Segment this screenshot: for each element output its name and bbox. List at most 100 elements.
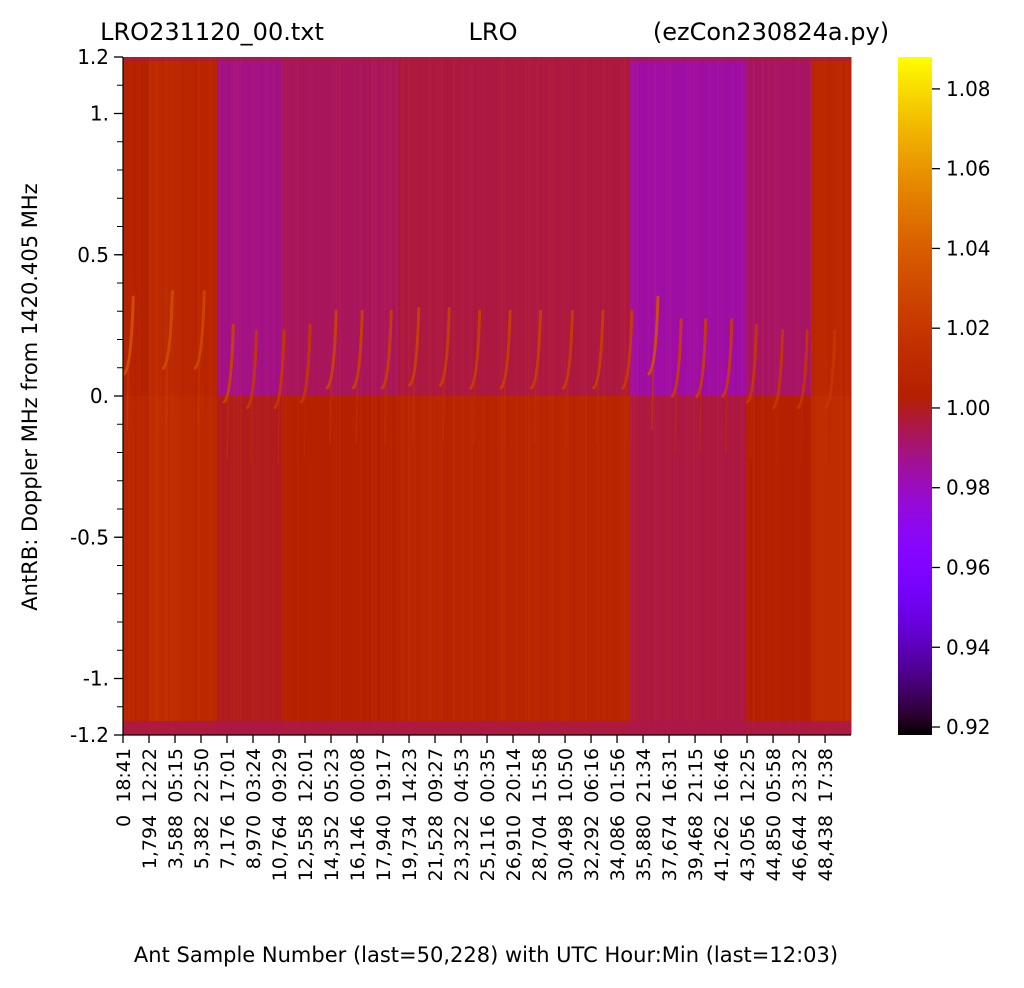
texture-stripe	[369, 57, 371, 735]
hi-line-arc	[647, 295, 660, 376]
texture-stripe	[471, 57, 473, 735]
x-tick-utc: 20:14	[503, 748, 525, 803]
x-tick-sample: 16,146	[347, 815, 369, 881]
texture-stripe	[747, 57, 749, 735]
texture-stripe	[306, 57, 308, 735]
texture-stripe	[558, 57, 560, 735]
x-tick-label: 43,056 12:25	[737, 748, 759, 881]
x-tick-gap	[139, 803, 161, 815]
x-tick-gap	[737, 803, 759, 815]
x-tick-utc: 12:25	[737, 748, 759, 803]
hi-line-arc	[621, 309, 634, 390]
hi-line-arc	[592, 309, 605, 390]
hi-line-tail	[725, 390, 728, 453]
hi-line-tail	[303, 395, 306, 459]
x-tick-gap	[633, 803, 655, 815]
texture-stripe	[594, 57, 596, 735]
texture-stripe	[144, 57, 146, 735]
x-tick-label: 25,116 00:35	[477, 748, 499, 881]
texture-stripe	[570, 57, 572, 735]
heatmap-segment-lower	[179, 396, 218, 735]
texture-stripe	[735, 57, 737, 735]
texture-stripe	[633, 57, 635, 735]
texture-stripe	[687, 57, 689, 735]
texture-stripe	[342, 57, 344, 735]
x-tick-label: 5,382 22:50	[191, 748, 213, 869]
x-tick-utc: 05:58	[763, 748, 785, 803]
hi-line-tail	[226, 395, 230, 459]
texture-stripe	[348, 57, 350, 735]
texture-stripe	[129, 57, 131, 735]
hi-line-tail	[277, 401, 280, 464]
texture-stripe	[795, 57, 797, 735]
x-tick-gap	[295, 803, 317, 815]
texture-stripe	[462, 57, 464, 735]
x-tick-sample: 23,322	[451, 815, 473, 881]
x-tick-sample: 44,850	[763, 815, 785, 881]
heatmap-segment-upper	[217, 57, 283, 396]
texture-stripe	[681, 57, 683, 735]
x-tick-gap	[113, 803, 135, 815]
texture-stripe	[591, 57, 593, 735]
texture-stripe	[669, 57, 671, 735]
x-tick-sample: 12,558	[295, 815, 317, 881]
x-tick-gap	[269, 803, 291, 815]
colorbar-ticks: 1.08 1.06 1.04 1.02 1.00 0.98 0.96 0.94 0.92	[932, 77, 991, 739]
hi-line-tail	[749, 395, 753, 459]
texture-stripe	[759, 57, 761, 735]
texture-stripe	[540, 57, 542, 735]
texture-stripe	[363, 57, 365, 735]
texture-stripe	[468, 57, 470, 735]
x-tick-sample: 7,176	[217, 815, 239, 869]
hi-line-arc	[695, 318, 708, 398]
heatmap-edge-bands	[123, 57, 851, 735]
texture-stripe	[300, 57, 302, 735]
texture-stripe	[219, 57, 221, 735]
texture-stripe	[630, 57, 632, 735]
texture-stripe	[744, 57, 746, 735]
colorbar-tick-label: 1.06	[946, 157, 991, 181]
texture-stripe	[312, 57, 314, 735]
x-tick-gap	[685, 803, 707, 815]
heatmap-segment-lower	[282, 396, 399, 735]
texture-stripe	[516, 57, 518, 735]
texture-stripe	[765, 57, 767, 735]
y-tick-label: 0.5	[77, 243, 109, 267]
hi-line-arc	[325, 309, 338, 390]
texture-stripe	[612, 57, 614, 735]
texture-stripe	[528, 57, 530, 735]
texture-stripe	[432, 57, 434, 735]
x-tick-label: 32,292 06:16	[581, 748, 603, 881]
texture-stripe	[483, 57, 485, 735]
texture-stripe	[498, 57, 500, 735]
texture-stripe	[150, 57, 152, 735]
texture-stripe	[267, 57, 269, 735]
x-tick-label: 12,558 12:01	[295, 748, 317, 881]
top-edge-band	[123, 57, 851, 61]
x-tick-label: 16,146 00:08	[347, 748, 369, 881]
hi-line-arc	[796, 329, 809, 410]
x-tick-sample: 46,644	[789, 815, 811, 881]
x-tick-gap	[373, 803, 395, 815]
texture-stripe	[645, 57, 647, 735]
heatmap-segment-lower	[630, 396, 747, 735]
hi-line-arc	[299, 323, 312, 404]
texture-stripe	[216, 57, 218, 735]
x-tick-sample: 37,674	[659, 815, 681, 881]
texture-stripe	[141, 57, 143, 735]
x-tick-label: 35,880 21:34	[633, 748, 655, 881]
heatmap-segment-upper	[151, 57, 181, 396]
texture-stripe	[708, 57, 710, 735]
x-tick-sample: 21,528	[425, 815, 447, 881]
x-tick-gap	[815, 803, 837, 815]
texture-stripe	[231, 57, 233, 735]
texture-stripe	[351, 57, 353, 735]
x-tick-utc: 03:24	[243, 748, 265, 803]
heatmap-segment-lower	[123, 396, 150, 735]
x-tick-gap	[503, 803, 525, 815]
y-tick-label: 0.	[90, 384, 109, 408]
texture-stripe	[693, 57, 695, 735]
hi-line-tail	[596, 381, 599, 445]
title-station: LRO	[469, 18, 518, 46]
texture-stripe	[261, 57, 263, 735]
